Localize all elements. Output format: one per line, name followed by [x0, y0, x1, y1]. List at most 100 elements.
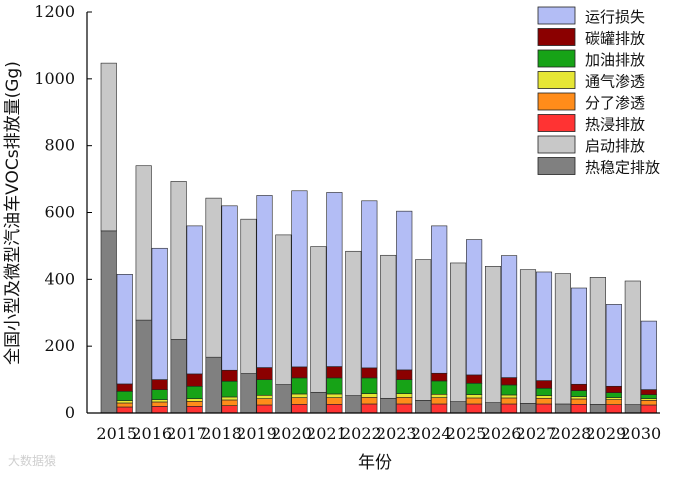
- bar-segment-2028-碳罐排放: [570, 383, 587, 391]
- y-tick-label: 800: [44, 136, 75, 155]
- bar-segment-2024-热稳定排放: [415, 399, 432, 414]
- x-axis-title: 年份: [358, 453, 392, 473]
- bar-segment-2028-热稳定排放: [554, 403, 571, 414]
- bar-segment-2018-热浸排放: [221, 405, 238, 414]
- y-tick-label: 400: [44, 269, 75, 288]
- bar-segment-2015-运行损失: [116, 274, 133, 385]
- bar-segment-2029-启动排放: [589, 277, 606, 405]
- legend-label: 热稳定排放: [585, 159, 660, 177]
- bar-segment-2017-加油排放: [186, 385, 203, 399]
- bar-segment-2020-碳罐排放: [291, 366, 308, 379]
- legend-label: 加油排放: [585, 51, 645, 69]
- bar-segment-2027-加油排放: [535, 387, 553, 396]
- bar-segment-2027-热浸排放: [535, 403, 553, 414]
- x-tick-label: 2023: [376, 424, 417, 443]
- bar-segment-2021-碳罐排放: [326, 366, 343, 379]
- bar-segment-2016-通气渗透: [151, 399, 168, 403]
- legend-swatch: [537, 28, 576, 46]
- bar-segment-2019-加油排放: [256, 379, 273, 396]
- legend-swatch: [537, 6, 576, 25]
- bar-segment-2022-碳罐排放: [361, 367, 378, 379]
- bar-segment-2023-热稳定排放: [380, 397, 397, 414]
- x-tick-label: 2019: [236, 424, 277, 443]
- x-tick-label: 2022: [341, 424, 382, 443]
- bar-segment-2016-启动排放: [135, 165, 152, 321]
- y-ticks: 0 200 400 600 800 1000 1200: [34, 2, 92, 422]
- x-tick-label: 2026: [481, 424, 522, 443]
- bar-segment-2028-分了渗透: [570, 398, 587, 405]
- bar-segment-2017-碳罐排放: [186, 373, 203, 387]
- bar-segment-2024-分了渗透: [431, 397, 448, 405]
- bar-segment-2029-热稳定排放: [589, 404, 606, 414]
- bar-segment-2022-加油排放: [361, 377, 378, 394]
- bar-segment-2027-通气渗透: [535, 395, 553, 399]
- bar-segment-2017-热浸排放: [186, 406, 203, 414]
- bar-segment-2017-启动排放: [170, 181, 187, 340]
- bar-segment-2030-碳罐排放: [640, 389, 657, 395]
- bar-segment-2021-运行损失: [326, 192, 343, 367]
- bar-segment-2022-热浸排放: [361, 403, 378, 414]
- bar-segment-2015-启动排放: [100, 62, 117, 232]
- bar-segment-2030-运行损失: [640, 320, 657, 390]
- bar-segment-2028-通气渗透: [570, 396, 587, 400]
- y-tick-label: 200: [44, 336, 75, 355]
- bar-segment-2023-启动排放: [380, 254, 397, 399]
- bar-segment-2017-通气渗透: [186, 398, 203, 402]
- bar-segment-2015-热稳定排放: [100, 230, 117, 414]
- bar-segment-2019-热稳定排放: [240, 373, 257, 414]
- bar-segment-2025-通气渗透: [466, 394, 483, 399]
- bar-segment-2020-运行损失: [291, 190, 308, 368]
- legend-swatch: [537, 49, 576, 68]
- bar-segment-2020-加油排放: [291, 377, 308, 395]
- legend-swatch: [537, 135, 576, 154]
- bar-segment-2029-分了渗透: [605, 399, 622, 405]
- bar-segment-2024-碳罐排放: [431, 372, 448, 382]
- bar-segment-2019-分了渗透: [256, 398, 273, 406]
- bar-segment-2026-加油排放: [501, 384, 518, 396]
- bar-segment-2024-热浸排放: [431, 403, 448, 414]
- bar-segment-2029-热浸排放: [605, 404, 622, 414]
- bars-layer: [100, 62, 657, 414]
- bar-segment-2022-运行损失: [361, 200, 378, 369]
- bar-segment-2018-加油排放: [221, 380, 238, 398]
- x-tick-label: 2015: [96, 424, 137, 443]
- bar-segment-2020-热稳定排放: [275, 384, 292, 414]
- bar-segment-2028-加油排放: [570, 390, 587, 397]
- bar-segment-2021-通气渗透: [326, 393, 343, 398]
- bar-segment-2019-运行损失: [256, 195, 273, 368]
- bar-segment-2024-启动排放: [415, 259, 432, 401]
- bar-segment-2025-运行损失: [466, 239, 483, 376]
- x-tick-label: 2020: [271, 424, 312, 443]
- legend-swatch: [537, 92, 576, 111]
- bar-segment-2015-热浸排放: [116, 406, 133, 414]
- bar-segment-2016-碳罐排放: [151, 379, 168, 390]
- bar-segment-2029-加油排放: [605, 392, 622, 398]
- legend-label: 运行损失: [585, 8, 645, 26]
- bar-segment-2016-运行损失: [151, 247, 168, 380]
- legend-swatch: [537, 114, 576, 132]
- bar-segment-2018-热稳定排放: [205, 356, 222, 414]
- x-tick-label: 2021: [306, 424, 347, 443]
- bar-segment-2026-运行损失: [501, 255, 518, 378]
- bar-segment-2026-热稳定排放: [485, 402, 502, 414]
- bar-segment-2030-加油排放: [640, 394, 657, 399]
- bar-segment-2015-分了渗透: [116, 402, 133, 408]
- bar-segment-2026-启动排放: [485, 265, 502, 403]
- x-tick-label: 2025: [446, 424, 487, 443]
- bar-segment-2023-加油排放: [396, 379, 413, 394]
- bar-segment-2020-启动排放: [275, 234, 292, 385]
- y-tick-label: 1200: [34, 2, 75, 21]
- x-tick-label: 2024: [411, 424, 452, 443]
- bar-segment-2025-热稳定排放: [450, 401, 467, 414]
- bar-segment-2026-碳罐排放: [501, 377, 518, 386]
- x-tick-label: 2028: [551, 424, 592, 443]
- bar-segment-2030-热稳定排放: [624, 404, 641, 414]
- bar-segment-2024-运行损失: [431, 225, 448, 374]
- bar-segment-2019-热浸排放: [256, 404, 273, 414]
- bar-segment-2021-热稳定排放: [310, 391, 327, 414]
- bar-segment-2027-热稳定排放: [519, 403, 537, 414]
- bar-segment-2018-碳罐排放: [221, 369, 238, 382]
- bar-segment-2023-碳罐排放: [396, 369, 413, 380]
